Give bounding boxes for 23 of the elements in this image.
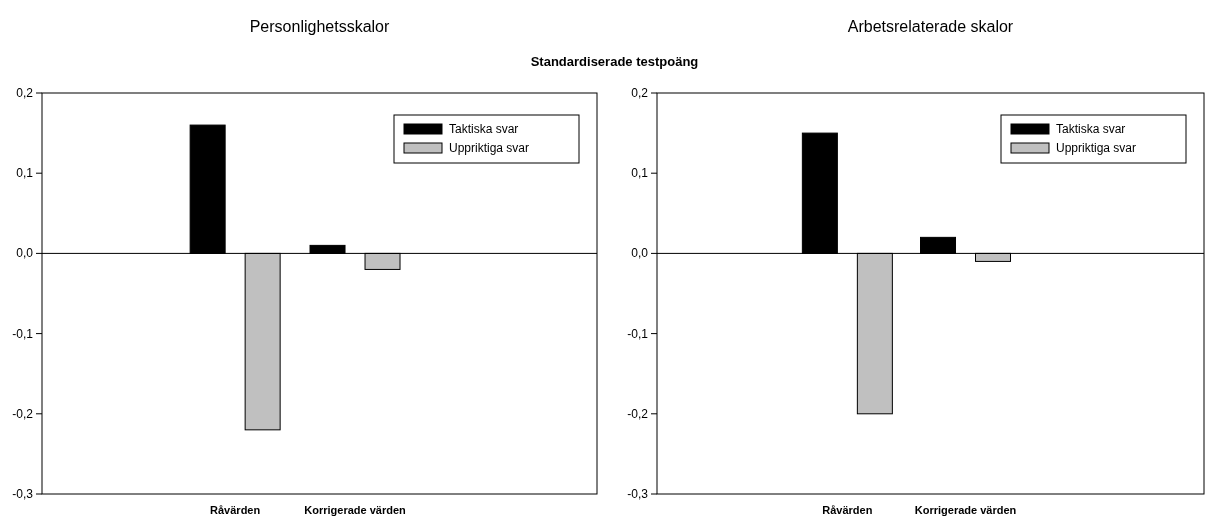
y-tick-label: 0,0 [631,246,649,261]
legend-label: Uppriktiga svar [449,141,530,155]
chart-title: Arbetsrelaterade skalor [847,18,1014,35]
chart-title: Personlighetsskalor [249,18,390,35]
chart-subtitle: Standardiserade testpoäng [530,54,699,69]
legend-label: Taktiska svar [1056,122,1126,136]
legend-label: Uppriktiga svar [1056,141,1137,155]
y-tick-label: -0,1 [12,326,34,341]
y-tick-label: -0,1 [627,326,649,341]
y-tick-label: -0,3 [627,487,649,501]
x-tick-label: Korrigerade värden [914,504,1017,516]
x-tick-label: Korrigerade värden [304,504,407,516]
y-tick-label: 0,0 [16,246,34,261]
y-tick-label: -0,2 [627,406,649,421]
y-tick-label: 0,1 [631,166,649,181]
y-tick-label: 0,1 [16,166,34,181]
y-tick-label: -0,2 [12,406,34,421]
y-tick-label: 0,2 [631,86,649,100]
y-tick-label: -0,3 [12,487,34,501]
legend-label: Taktiska svar [449,122,519,136]
x-tick-label: Råvärden [822,504,873,516]
x-tick-label: Råvärden [210,504,261,516]
y-tick-label: 0,2 [16,86,34,100]
